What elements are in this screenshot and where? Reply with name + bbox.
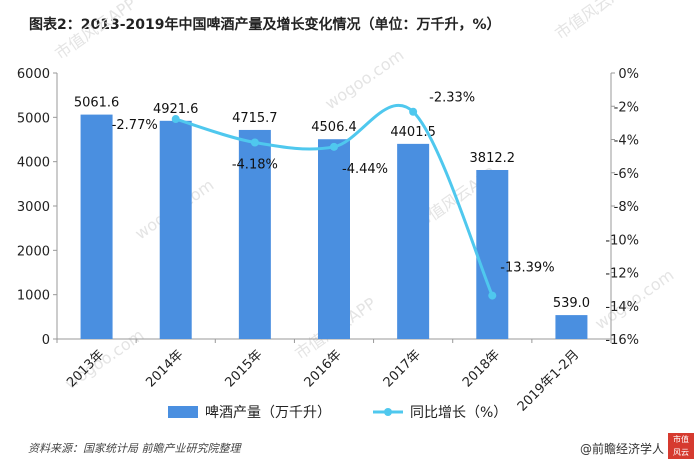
x-tick-label: 2014年 — [143, 347, 186, 390]
growth-point — [171, 115, 180, 124]
growth-point — [409, 107, 418, 116]
x-tick-label: 2019年1-2月 — [515, 347, 582, 414]
growth-data-label: -13.39% — [500, 261, 554, 276]
growth-line — [175, 103, 494, 297]
left-tick-label: 5000 — [17, 111, 50, 126]
right-tick-label: -12% — [605, 267, 639, 282]
legend-line-marker — [384, 408, 392, 416]
legend-line-label: 同比增长（%） — [410, 405, 507, 421]
left-tick-label: 0 — [42, 333, 50, 348]
growth-data-label: -4.18% — [232, 157, 278, 172]
watermark-text: wogoo.com — [321, 45, 407, 113]
bar-data-label: 4506.4 — [311, 120, 357, 135]
chart-title: 图表2：2013-2019年中国啤酒产量及增长变化情况（单位：万千升，%） — [29, 17, 501, 33]
growth-point — [250, 138, 259, 147]
left-tick-label: 6000 — [17, 67, 50, 82]
bar-data-label: 3812.2 — [470, 151, 516, 166]
right-tick-label: -6% — [614, 167, 639, 182]
bar-production — [397, 143, 430, 339]
bar-production — [555, 315, 588, 339]
left-tick-label: 4000 — [17, 156, 50, 171]
left-tick-label: 3000 — [17, 200, 50, 215]
growth-point — [330, 142, 338, 151]
bar-data-label: 4715.7 — [232, 111, 278, 126]
growth-point — [488, 291, 497, 300]
legend-bar-label: 啤酒产量（万千升） — [205, 405, 331, 421]
watermark-text: 市值风云APP — [51, 0, 139, 63]
x-tick-label: 2015年 — [222, 347, 265, 390]
right-tick-label: -4% — [614, 134, 639, 149]
x-tick-label: 2017年 — [381, 347, 424, 390]
bar-production — [80, 114, 113, 339]
left-tick-label: 2000 — [17, 244, 50, 259]
right-tick-label: 0% — [618, 67, 639, 82]
bar-production — [318, 139, 350, 339]
growth-data-label: -2.77% — [112, 118, 158, 133]
source-note: 资料来源：国家统计局 前瞻产业研究院整理 — [28, 442, 241, 455]
left-tick-label: 1000 — [17, 289, 50, 304]
bar-data-label: 4921.6 — [153, 102, 199, 117]
bar-production — [238, 129, 271, 339]
x-tick-label: 2018年 — [460, 347, 503, 390]
growth-data-label: -4.44% — [342, 162, 388, 177]
bar-data-label: 5061.6 — [74, 96, 120, 111]
right-tick-label: -10% — [605, 233, 639, 248]
watermark-text: 市值风云APP — [551, 0, 639, 43]
bar-data-label: 539.0 — [553, 296, 590, 311]
brand-credit: @前瞻经济学人 — [579, 442, 664, 456]
right-tick-label: -8% — [614, 200, 639, 215]
brand-logo: 市值 风云 — [668, 433, 694, 459]
right-tick-label: -16% — [605, 333, 639, 348]
right-tick-label: -14% — [605, 300, 639, 315]
right-tick-label: -2% — [614, 100, 639, 115]
bar-production — [159, 120, 192, 339]
growth-data-label: -2.33% — [429, 91, 475, 106]
legend-bar-swatch — [168, 406, 198, 418]
bar-production — [476, 169, 509, 339]
